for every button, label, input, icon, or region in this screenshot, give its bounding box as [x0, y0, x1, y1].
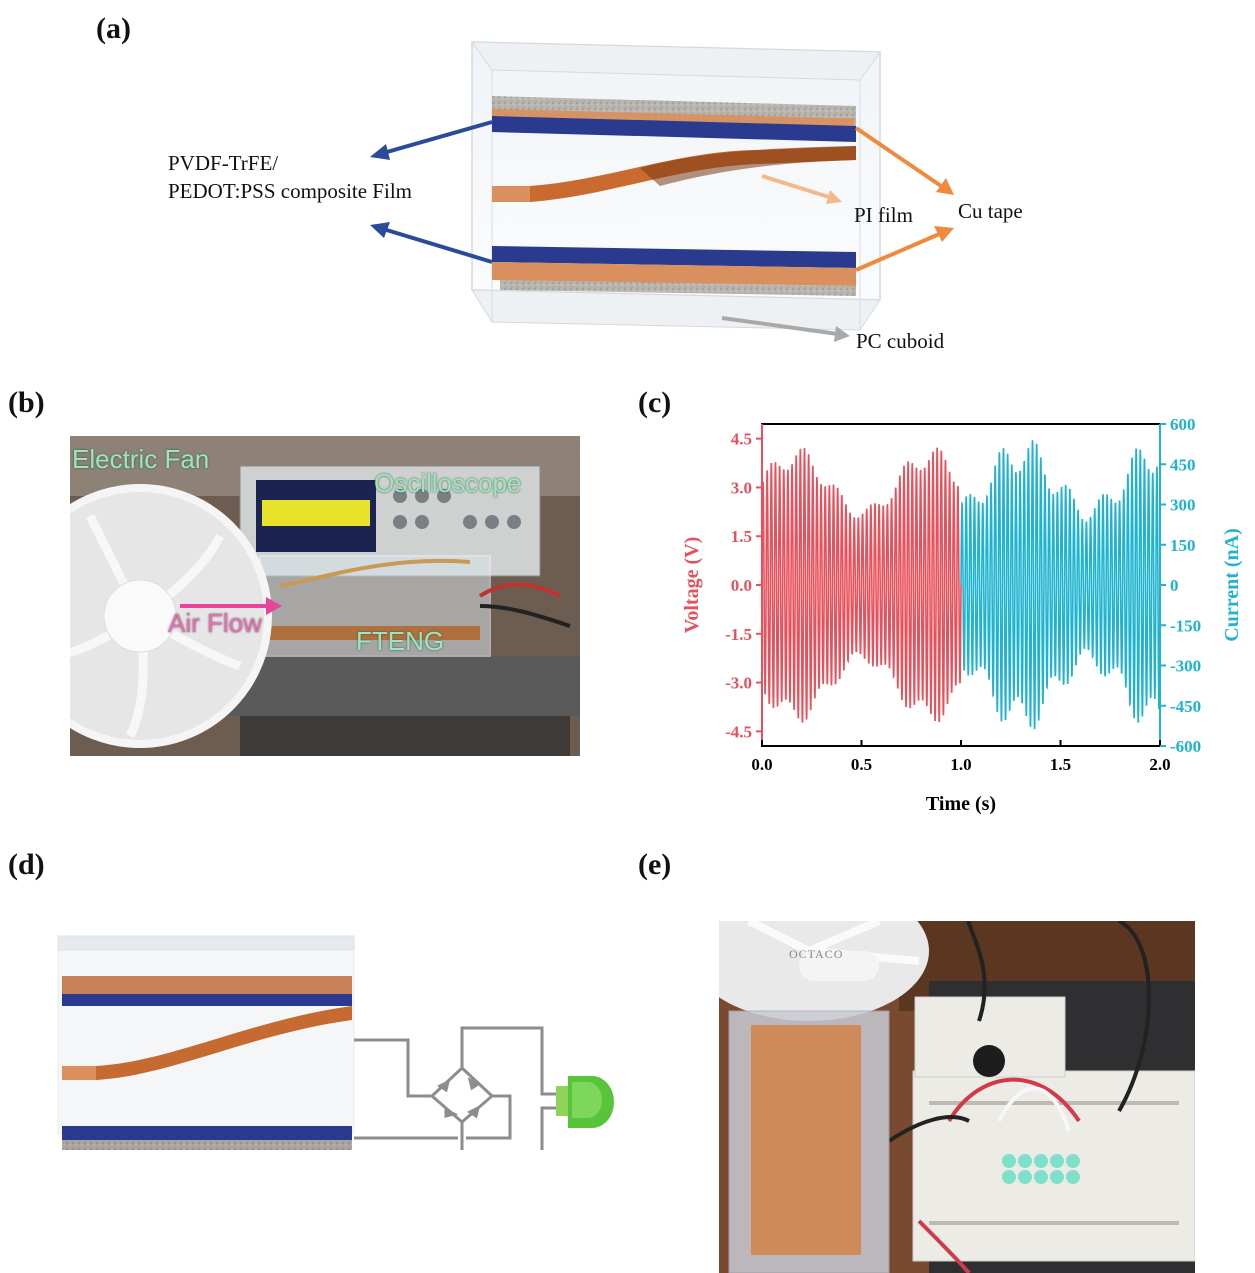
bottom-electrode-d	[62, 1126, 352, 1150]
x-tick-label: 0.0	[751, 755, 772, 774]
pi-film-d	[62, 1006, 352, 1080]
series-line-voltage	[761, 447, 962, 723]
y-tick-right-label: -450	[1170, 697, 1201, 716]
panel-label-a: (a)	[96, 12, 131, 45]
device-schematic: PVDF-TrFE/ PEDOT:PSS composite Film PI f…	[168, 41, 1023, 353]
x-tick-label: 0.5	[851, 755, 872, 774]
top-electrode-d	[62, 976, 352, 1006]
arrow-pc-cuboid	[721, 316, 850, 342]
panel-label-d: (d)	[8, 848, 45, 881]
y-tick-right-label: -600	[1170, 737, 1201, 756]
y-tick-right-label: 600	[1170, 415, 1196, 434]
y-tick-right-label: 150	[1170, 536, 1196, 555]
y-tick-left-label: 0.0	[731, 576, 752, 595]
bridge-rectifier	[429, 1065, 495, 1124]
y-tick-left-label: 3.0	[731, 478, 752, 497]
led-demo-illustration	[719, 921, 1195, 1273]
panel-label-c: (c)	[638, 386, 672, 419]
label-cu-tape: Cu tape	[958, 199, 1023, 223]
arrow-film-bottom	[370, 222, 493, 264]
chart-series-group	[761, 440, 1161, 730]
label-pi-film: PI film	[854, 203, 913, 227]
pi-film	[492, 146, 856, 202]
device-box	[57, 935, 355, 1135]
panel-label-e: (e)	[638, 848, 672, 881]
y-tick-left-label: 1.5	[731, 527, 752, 546]
arrow-film-top	[370, 120, 493, 160]
circuit-schematic	[57, 935, 614, 1150]
chart-ticks-group: 0.0 0.5 1.0 1.5 2.0 4.5 3.0 1.5 0.0 -1.5 -3.0 -4.5 6…	[725, 415, 1201, 774]
y-tick-right-label: 300	[1170, 496, 1196, 515]
x-tick-label: 1.5	[1050, 755, 1071, 774]
experiment-photo: Electric Fan Oscilloscope Air Flow FTENG	[70, 436, 580, 756]
experiment-photo-illustration	[70, 436, 580, 756]
y-tick-left-label: -1.5	[725, 625, 752, 644]
label-pc-cuboid: PC cuboid	[856, 329, 945, 353]
y-tick-left-label: -4.5	[725, 722, 752, 741]
chart-xlabel: Time (s)	[926, 793, 996, 815]
led-icon	[556, 1076, 614, 1128]
panel-label-b: (b)	[8, 386, 45, 419]
arrow-cu-top	[854, 126, 954, 195]
y-tick-right-label: -150	[1170, 616, 1201, 635]
label-air-flow: Air Flow	[168, 608, 262, 638]
y-tick-left-label: -3.0	[725, 674, 752, 693]
label-oscilloscope: Oscilloscope	[374, 468, 522, 498]
label-composite-film-line1: PVDF-TrFE/	[168, 151, 278, 175]
led-demo-photo: OCTACO	[719, 921, 1195, 1273]
top-electrode	[492, 96, 856, 142]
label-composite-film-line2: PEDOT:PSS composite Film	[168, 179, 412, 203]
y-tick-right-label: 0	[1170, 576, 1179, 595]
x-tick-label: 2.0	[1149, 755, 1170, 774]
circuit-wires	[354, 1026, 556, 1150]
label-fteng: FTENG	[356, 626, 445, 656]
bottom-electrode	[492, 246, 856, 296]
y-tick-right-label: -300	[1170, 657, 1201, 676]
label-electric-fan: Electric Fan	[72, 444, 210, 474]
y-tick-right-label: 450	[1170, 455, 1196, 474]
arrow-pi-film	[761, 174, 842, 204]
arrow-cu-bottom	[855, 226, 954, 272]
voltage-current-chart: 0.0 0.5 1.0 1.5 2.0 4.5 3.0 1.5 0.0 -1.5 -3.0 -4.5 6…	[681, 415, 1243, 815]
chart-ylabel-right: Current (nA)	[1221, 528, 1243, 642]
y-tick-left-label: 4.5	[731, 430, 752, 449]
chart-ylabel-left: Voltage (V)	[681, 537, 703, 633]
fan-brand-label: OCTACO	[789, 947, 844, 961]
x-tick-label: 1.0	[950, 755, 971, 774]
series-line-current	[960, 440, 1161, 730]
